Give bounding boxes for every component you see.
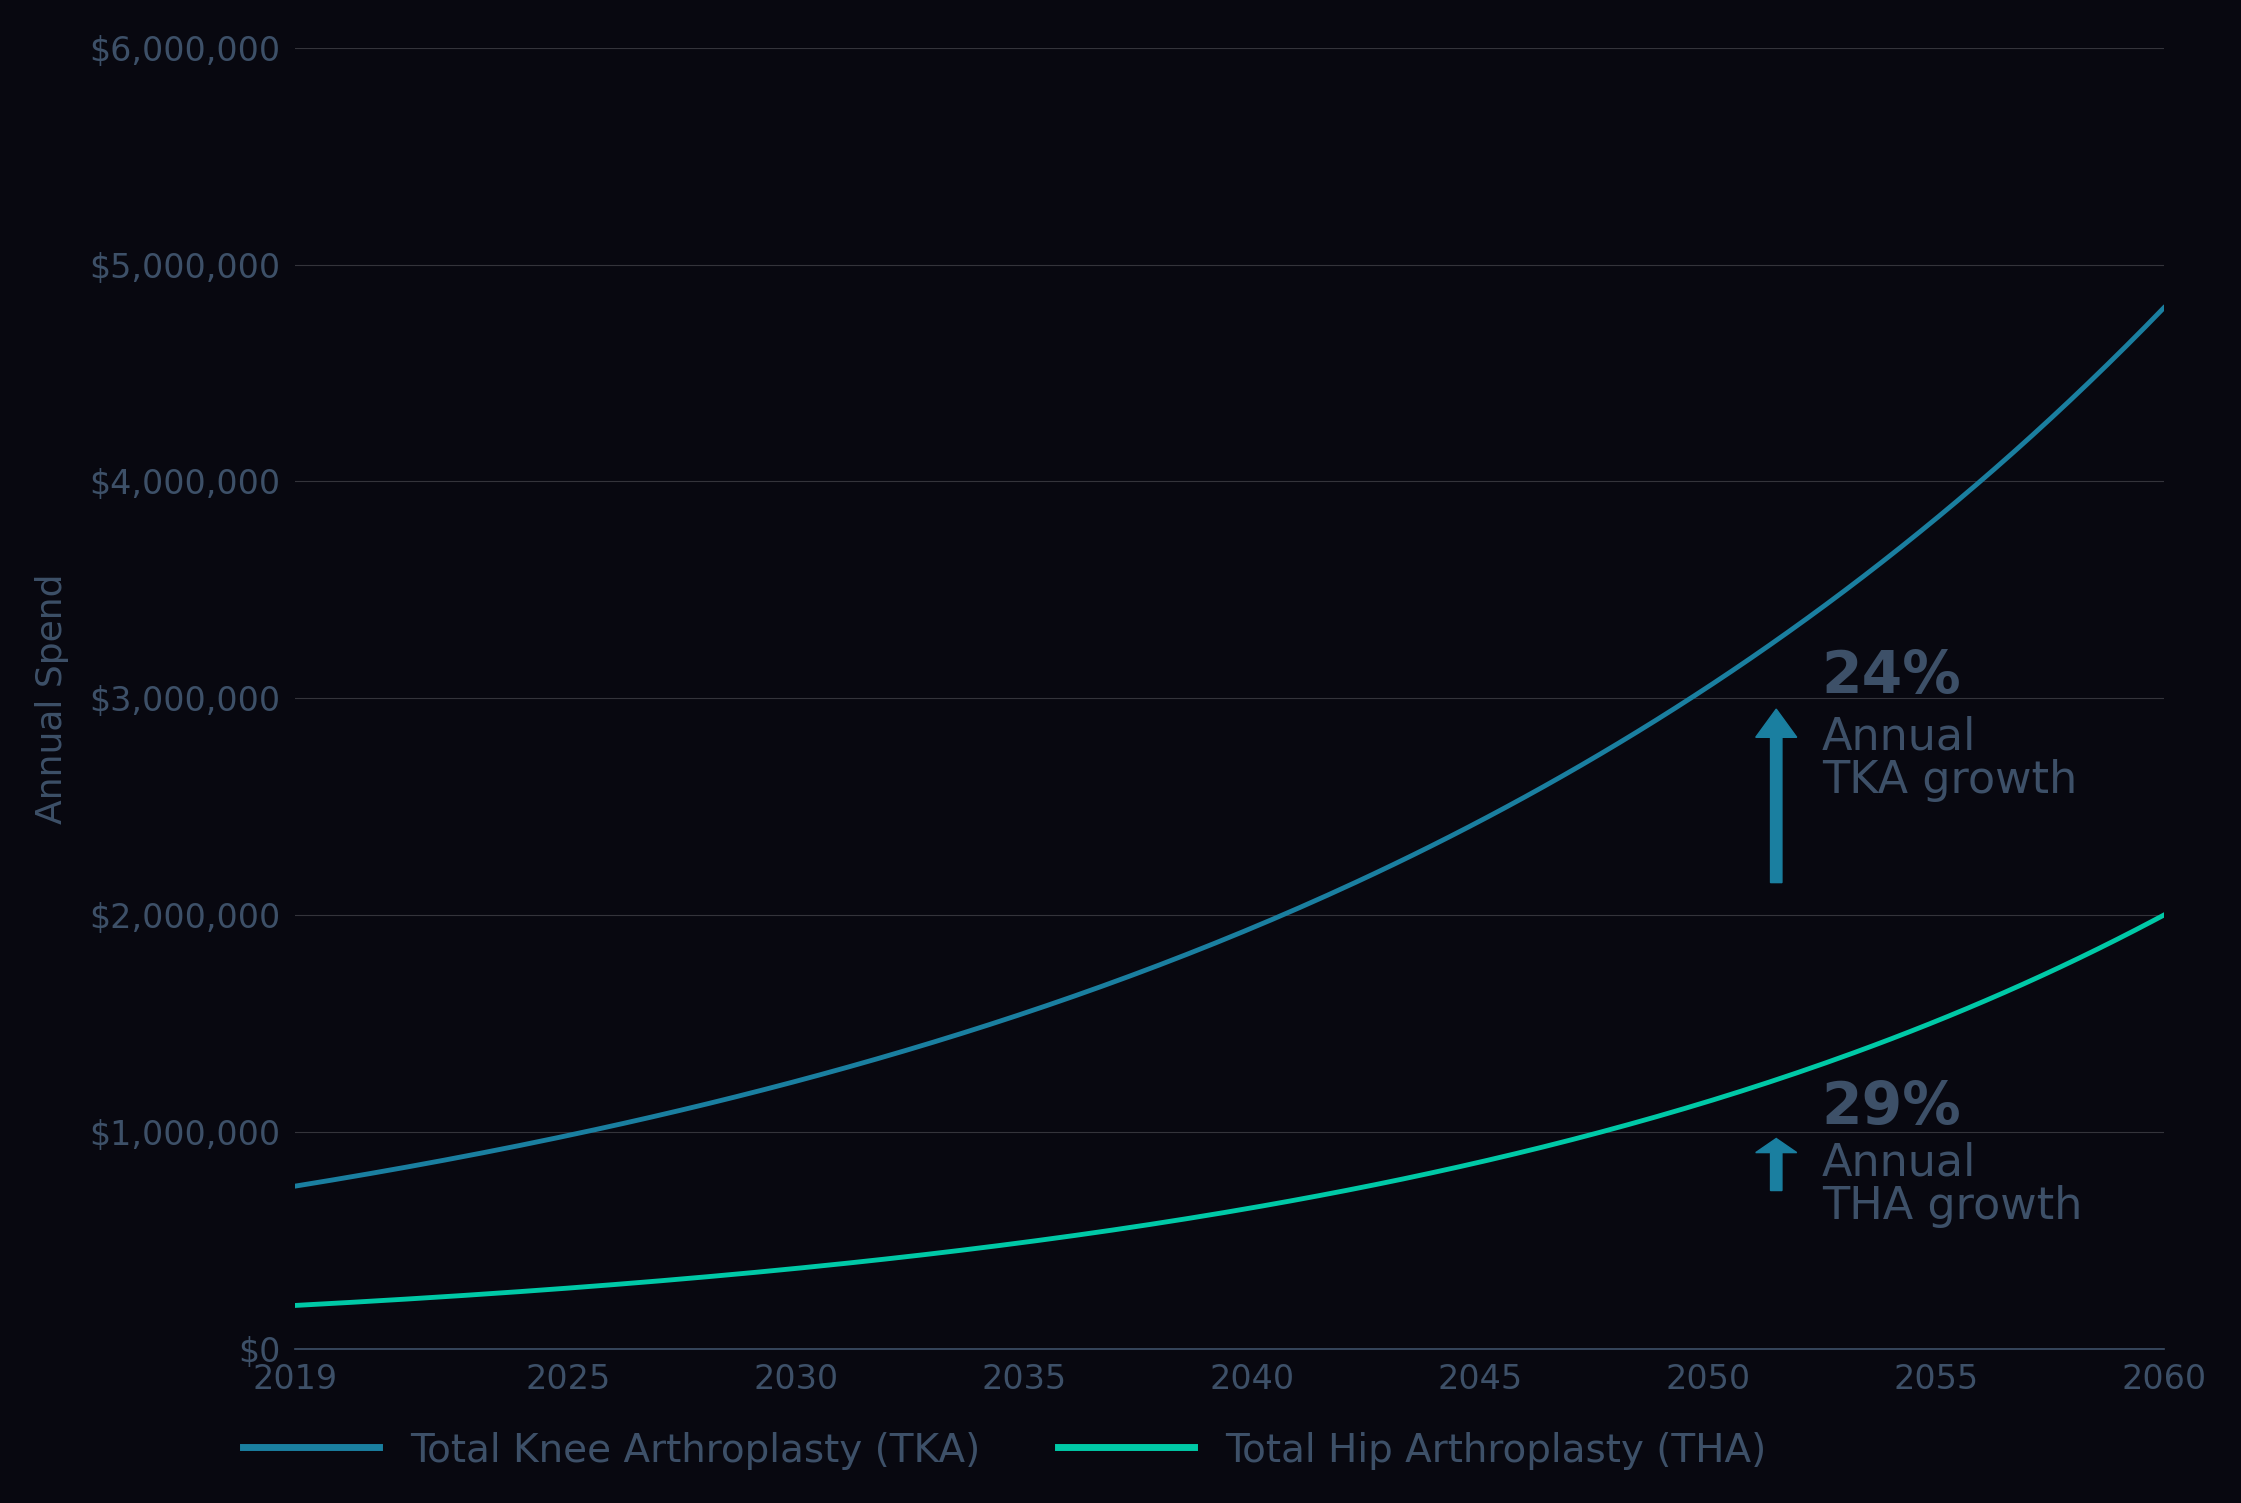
FancyArrow shape bbox=[1755, 1138, 1797, 1190]
Text: Annual: Annual bbox=[1822, 715, 1977, 759]
Text: Annual: Annual bbox=[1822, 1142, 1977, 1184]
FancyArrow shape bbox=[1755, 709, 1797, 882]
Legend: Total Knee Arthroplasty (TKA), Total Hip Arthroplasty (THA): Total Knee Arthroplasty (TKA), Total Hip… bbox=[229, 1416, 1782, 1485]
Text: TKA growth: TKA growth bbox=[1822, 759, 2077, 803]
Text: 24%: 24% bbox=[1822, 648, 1961, 705]
Text: 29%: 29% bbox=[1822, 1079, 1961, 1136]
Text: THA growth: THA growth bbox=[1822, 1186, 2082, 1228]
Y-axis label: Annual Spend: Annual Spend bbox=[34, 573, 69, 824]
